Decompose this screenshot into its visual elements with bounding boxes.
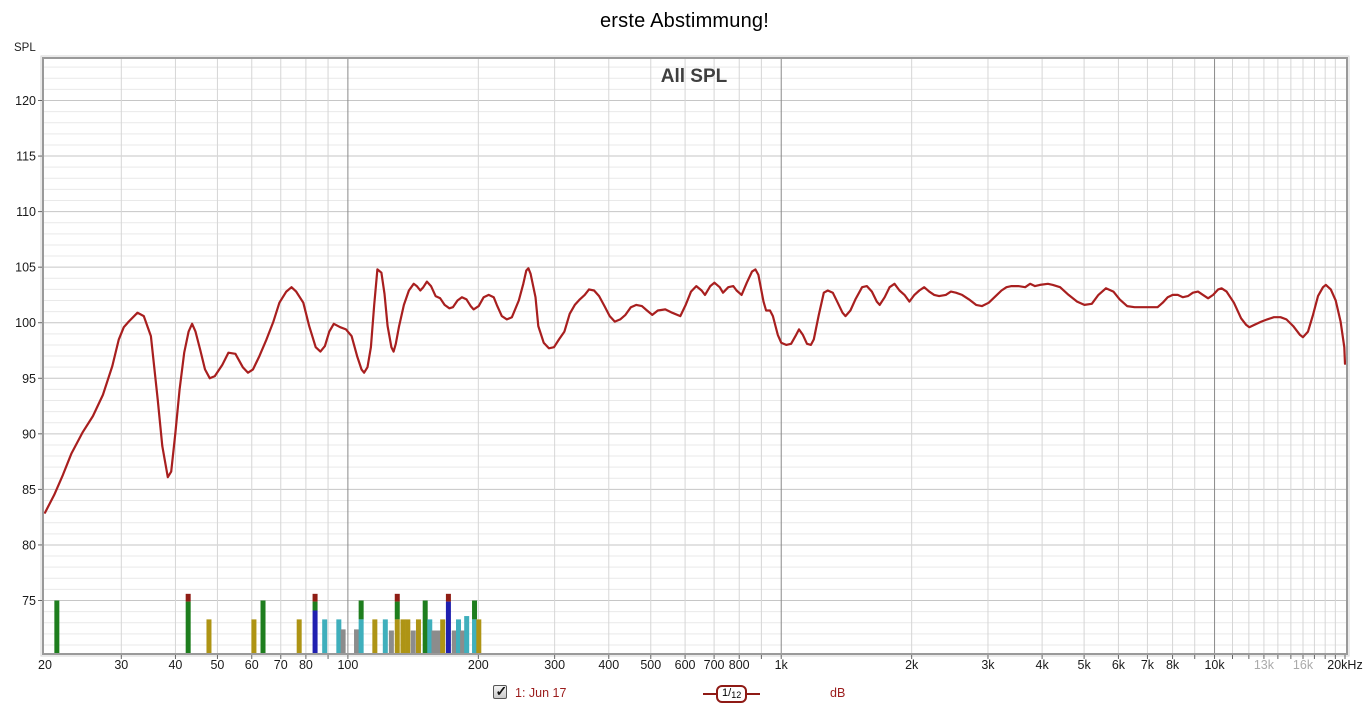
chart-overlay-title: All SPL xyxy=(661,66,728,87)
mode-bar-segment-gray xyxy=(354,629,360,654)
mode-bar-segment-gray xyxy=(340,629,346,654)
x-tick-label: 16k xyxy=(1293,658,1314,672)
x-tick-label: 30 xyxy=(114,658,128,672)
y-tick-label: 85 xyxy=(22,483,36,497)
mode-bar-segment-green xyxy=(260,600,266,654)
mode-bar-segment-cyan xyxy=(464,616,470,654)
mode-bar-segment-green xyxy=(472,600,478,620)
x-tick-label: 700 xyxy=(704,658,725,672)
mode-bar-segment-cyan xyxy=(427,619,433,654)
y-tick-label: 100 xyxy=(15,316,36,330)
x-tick-label: 20kHz xyxy=(1327,658,1362,672)
x-tick-label: 600 xyxy=(675,658,696,672)
mode-bar-segment-green xyxy=(185,601,191,654)
mode-bar-segment-green xyxy=(422,600,428,654)
mode-bar-segment-cyan xyxy=(336,619,342,654)
mode-bar-segment-green xyxy=(394,601,400,620)
x-tick-label: 13k xyxy=(1254,658,1275,672)
mode-bar-segment-blue xyxy=(312,610,318,654)
x-tick-label: 4k xyxy=(1036,658,1050,672)
mode-bar-segment-blue xyxy=(445,601,451,654)
x-tick-label: 50 xyxy=(210,658,224,672)
x-tick-label: 300 xyxy=(544,658,565,672)
x-tick-label: 1k xyxy=(775,658,789,672)
mode-bars xyxy=(54,593,482,654)
x-tick-label: 20 xyxy=(38,658,52,672)
x-tick-label: 5k xyxy=(1078,658,1092,672)
mode-bar-segment-red xyxy=(445,593,451,602)
series-label: 1: Jun 17 xyxy=(515,686,567,700)
mode-bar-segment-olive xyxy=(476,619,482,654)
x-tick-label: 70 xyxy=(274,658,288,672)
mode-bar-segment-red xyxy=(312,593,318,602)
mode-bar-segment-olive xyxy=(400,619,406,654)
y-tick-label: 95 xyxy=(22,372,36,386)
x-tick-label: 500 xyxy=(640,658,661,672)
y-tick-label: 120 xyxy=(15,94,36,108)
x-axis-labels: 20 30 40 50 60 70 80 100 200 300 400 500 600 700 800 1k… xyxy=(38,655,1363,672)
mode-bar-segment-olive xyxy=(394,619,400,654)
y-tick-label: 115 xyxy=(16,150,36,164)
x-tick-label: 10k xyxy=(1204,658,1225,672)
vertical-gridlines xyxy=(120,58,1336,655)
mode-bar-segment-gray xyxy=(460,630,466,654)
page-title: erste Abstimmung! xyxy=(599,10,770,32)
mode-bar-segment-green xyxy=(358,600,364,620)
mode-bar-segment-gray xyxy=(451,630,457,654)
legend-bar: 1: Jun 17 1/12 dB xyxy=(0,682,1369,708)
x-tick-label: 40 xyxy=(168,658,182,672)
mode-bar-segment-gray xyxy=(435,630,441,654)
mode-bar-segment-gray xyxy=(388,630,394,654)
mode-bar-segment-gray xyxy=(410,630,416,654)
mode-bar-segment-olive xyxy=(405,619,411,654)
smoothing-indicator[interactable]: 1/12 xyxy=(703,682,761,706)
mode-bar-segment-olive xyxy=(251,619,257,654)
mode-bar-segment-green xyxy=(312,601,318,611)
mode-bar-segment-cyan xyxy=(322,619,328,654)
smoothing-value-box: 1/12 xyxy=(716,685,748,703)
plot-border xyxy=(42,57,1348,655)
spl-curve xyxy=(43,267,1347,514)
unit-label: dB xyxy=(830,686,846,700)
x-tick-label: 6k xyxy=(1112,658,1126,672)
x-tick-label: 2k xyxy=(905,658,919,672)
mode-bar-segment-cyan xyxy=(472,619,478,654)
horizontal-gridlines xyxy=(44,66,1347,646)
mode-bar-segment-olive xyxy=(372,619,378,654)
x-tick-label: 400 xyxy=(598,658,619,672)
y-axis-labels: 75 80 85 90 95 100 105 110 115 120 xyxy=(15,94,42,608)
y-tick-label: 105 xyxy=(15,261,36,275)
x-tick-label: 60 xyxy=(245,658,259,672)
mode-bar-segment-olive xyxy=(440,619,446,654)
mode-bar-segment-olive xyxy=(206,619,212,654)
mode-bar-segment-cyan xyxy=(358,619,364,654)
y-tick-label: 75 xyxy=(22,594,36,608)
y-tick-label: 80 xyxy=(22,538,36,552)
y-tick-label: 110 xyxy=(16,205,36,219)
mode-bar-segment-red xyxy=(394,593,400,602)
y-axis-name-label: SPL xyxy=(14,42,36,54)
mode-bar-segment-cyan xyxy=(382,619,388,654)
mode-bar-segment-olive xyxy=(415,619,421,654)
x-tick-label: 800 xyxy=(729,658,750,672)
y-tick-label: 90 xyxy=(22,427,36,441)
smoothing-line-left-icon xyxy=(703,693,716,695)
x-tick-label: 7k xyxy=(1141,658,1155,672)
mode-bar-segment-red xyxy=(185,593,191,602)
mode-bar-segment-olive xyxy=(296,619,302,654)
x-tick-label: 8k xyxy=(1166,658,1180,672)
spl-chart-plot-area[interactable]: All SPL 20 30 40 50 60 70 80 100 200 300 400 500 600 7… xyxy=(0,0,1369,680)
mode-bar-segment-gray xyxy=(431,630,437,654)
smoothing-line-right-icon xyxy=(747,693,761,695)
plot-border-outer xyxy=(40,55,1350,657)
x-tick-label: 80 xyxy=(299,658,313,672)
mode-bar-segment-cyan xyxy=(456,619,462,654)
x-tick-label: 200 xyxy=(468,658,489,672)
x-tick-label: 3k xyxy=(981,658,995,672)
mode-bar-segment-green xyxy=(54,600,60,654)
series-visibility-checkbox[interactable] xyxy=(493,683,507,700)
x-tick-label: 100 xyxy=(337,658,358,672)
